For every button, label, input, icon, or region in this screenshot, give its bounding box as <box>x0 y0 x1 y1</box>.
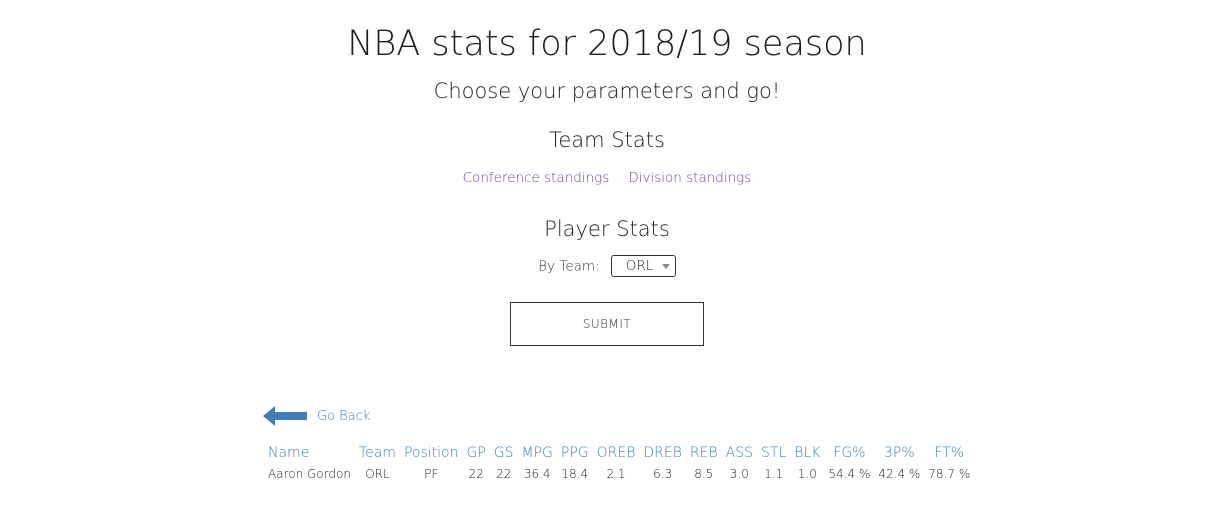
caret-down-icon <box>661 264 670 269</box>
column-header-dreb: DREB <box>643 445 682 461</box>
go-back-link[interactable]: Go Back <box>317 408 371 424</box>
column-header-ft: FT% <box>934 445 965 461</box>
table-cell: 54.4 % <box>828 467 871 481</box>
column-header-blk: BLK <box>794 445 821 461</box>
team-stats-heading: Team Stats <box>549 128 665 152</box>
team-select-value: ORL <box>625 258 654 274</box>
column-header-ass: ASS <box>725 445 754 461</box>
go-back[interactable]: Go Back <box>263 404 370 428</box>
column-header-reb: REB <box>689 445 718 461</box>
column-header-gp: GP <box>466 445 486 461</box>
table-cell: ORL <box>365 467 390 481</box>
column-header-position: Position <box>403 445 459 461</box>
table-cell: 1.0 <box>797 467 817 481</box>
column-header-name: Name <box>268 445 310 461</box>
page-subtitle: Choose your parameters and go! <box>433 79 781 103</box>
player-stats-table: Name Team Position GP GS MPG PPG OREB DREB REB ASS… <box>264 443 974 483</box>
column-header-3p: 3P% <box>884 445 915 461</box>
table-cell: 42.4 % <box>878 467 921 481</box>
page-header: NBA stats for 2018/19 season <box>0 24 1214 64</box>
page-title: NBA stats for 2018/19 season <box>347 24 867 64</box>
team-filter: By Team: ORL <box>0 255 1214 277</box>
table-cell: 2.1 <box>606 467 626 481</box>
table-cell: PF <box>424 467 439 481</box>
column-header-ppg: PPG <box>560 445 589 461</box>
table-cell: 3.0 <box>729 467 749 481</box>
table-header-row: Name Team Position GP GS MPG PPG OREB DREB REB ASS… <box>264 443 974 465</box>
table-cell: Aaron Gordon <box>268 467 351 481</box>
column-header-fg: FG% <box>833 445 866 461</box>
table-cell: 1.1 <box>764 467 784 481</box>
player-stats-heading: Player Stats <box>544 217 670 241</box>
table-cell: 22 <box>495 467 512 481</box>
column-header-mpg: MPG <box>521 445 553 461</box>
table-cell: 22 <box>468 467 484 481</box>
division-standings-link[interactable]: Division standings <box>628 170 752 186</box>
by-team-label: By Team: <box>538 258 600 275</box>
table-row: Aaron Gordon ORL PF 22 22 36.4 18.4 2.1 6.3 8.5 3.… <box>264 465 974 483</box>
table-cell: 6.3 <box>653 467 673 481</box>
team-select[interactable]: ORL <box>610 255 676 277</box>
column-header-team: Team <box>358 445 396 461</box>
table-cell: 36.4 <box>523 467 551 481</box>
column-header-stl: STL <box>761 445 787 461</box>
column-header-oreb: OREB <box>596 445 636 461</box>
team-stats-links: Conference standings Division standings <box>0 167 1214 186</box>
table-cell: 18.4 <box>561 467 589 481</box>
submit-button[interactable]: SUBMIT <box>510 302 704 346</box>
table-cell: 8.5 <box>694 467 714 481</box>
table-cell: 78.7 % <box>928 467 971 481</box>
arrow-left-icon[interactable] <box>263 404 308 428</box>
column-header-gs: GS <box>493 445 514 461</box>
conference-standings-link[interactable]: Conference standings <box>462 170 610 186</box>
